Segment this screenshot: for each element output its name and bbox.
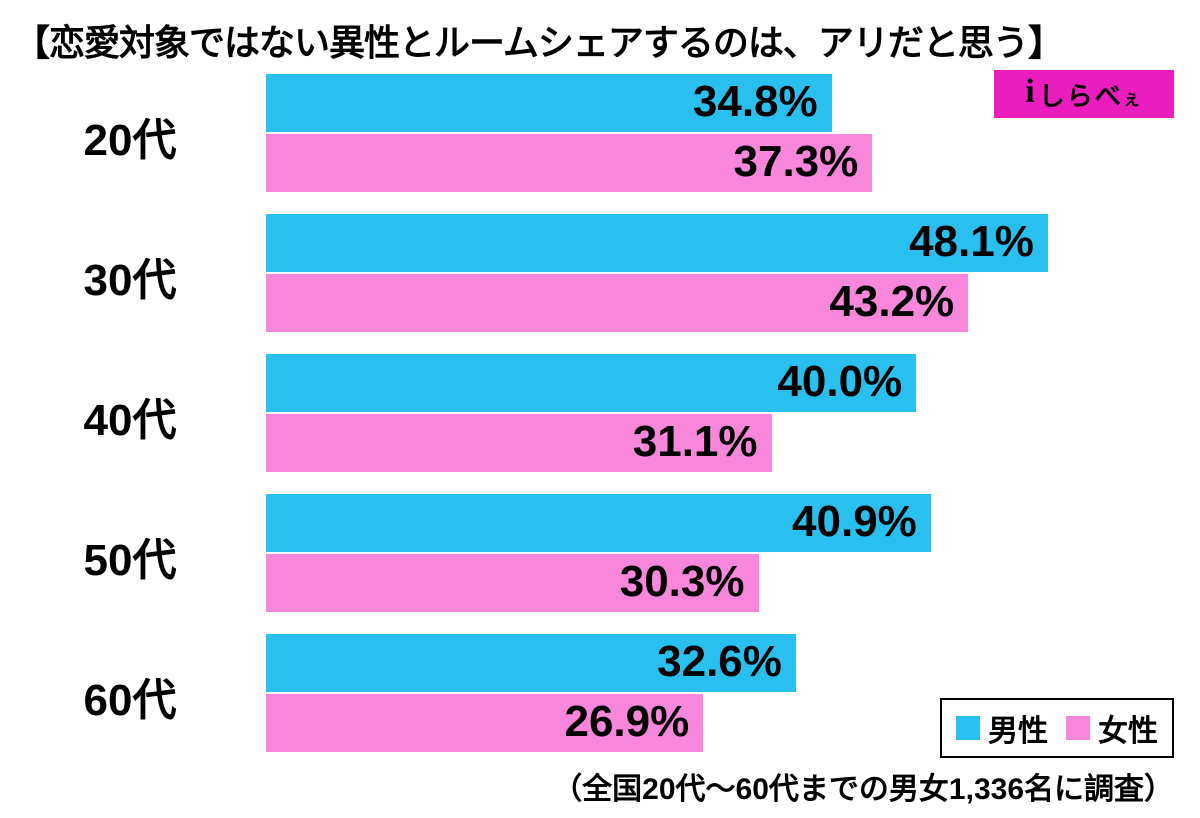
category-label: 20代 [0,104,260,168]
bar-group: 40代 40.0% 31.1% [0,352,1200,488]
bar-value-label: 40.9% [792,497,917,547]
bar-male: 48.1% [266,214,1048,272]
bar-value-label: 48.1% [909,217,1034,267]
bar-area: 40.9% 30.3% [266,492,1160,628]
bar-area: 40.0% 31.1% [266,352,1160,488]
bar-male: 34.8% [266,74,832,132]
legend-item: 女性 [1066,706,1158,750]
chart-title: 【恋愛対象ではない異性とルームシェアするのは、アリだと思う】 [14,14,1186,66]
bar-value-label: 37.3% [734,137,859,187]
bar-value-label: 26.9% [564,697,689,747]
category-label: 30代 [0,244,260,308]
category-label: 50代 [0,524,260,588]
bar-value-label: 32.6% [657,637,782,687]
category-label: 40代 [0,384,260,448]
bar-area: 34.8% 37.3% [266,72,1160,208]
bar-male: 40.0% [266,354,916,412]
bar-male: 40.9% [266,494,931,552]
legend-item: 男性 [956,706,1048,750]
legend-swatch [956,716,980,740]
category-label: 60代 [0,664,260,728]
bar-group: 30代 48.1% 43.2% [0,212,1200,348]
bar-value-label: 43.2% [829,277,954,327]
legend: 男性 女性 [940,698,1174,758]
bar-male: 32.6% [266,634,796,692]
bar-female: 37.3% [266,134,872,192]
bar-female: 43.2% [266,274,968,332]
bar-value-label: 30.3% [620,557,745,607]
bar-value-label: 31.1% [633,417,758,467]
bar-value-label: 34.8% [693,77,818,127]
bar-female: 26.9% [266,694,703,752]
legend-label: 女性 [1098,706,1158,750]
bar-group: 50代 40.9% 30.3% [0,492,1200,628]
legend-label: 男性 [988,706,1048,750]
bar-group: 20代 34.8% 37.3% [0,72,1200,208]
bar-area: 48.1% 43.2% [266,212,1160,348]
grouped-bar-chart: 20代 34.8% 37.3% 30代 48.1% 43.2% 40代 40.0% 31.1% 5… [0,72,1200,772]
bar-value-label: 40.0% [777,357,902,407]
bar-female: 30.3% [266,554,759,612]
legend-swatch [1066,716,1090,740]
survey-footnote: （全国20代〜60代までの男女1,336名に調査） [0,764,1174,808]
bar-female: 31.1% [266,414,772,472]
